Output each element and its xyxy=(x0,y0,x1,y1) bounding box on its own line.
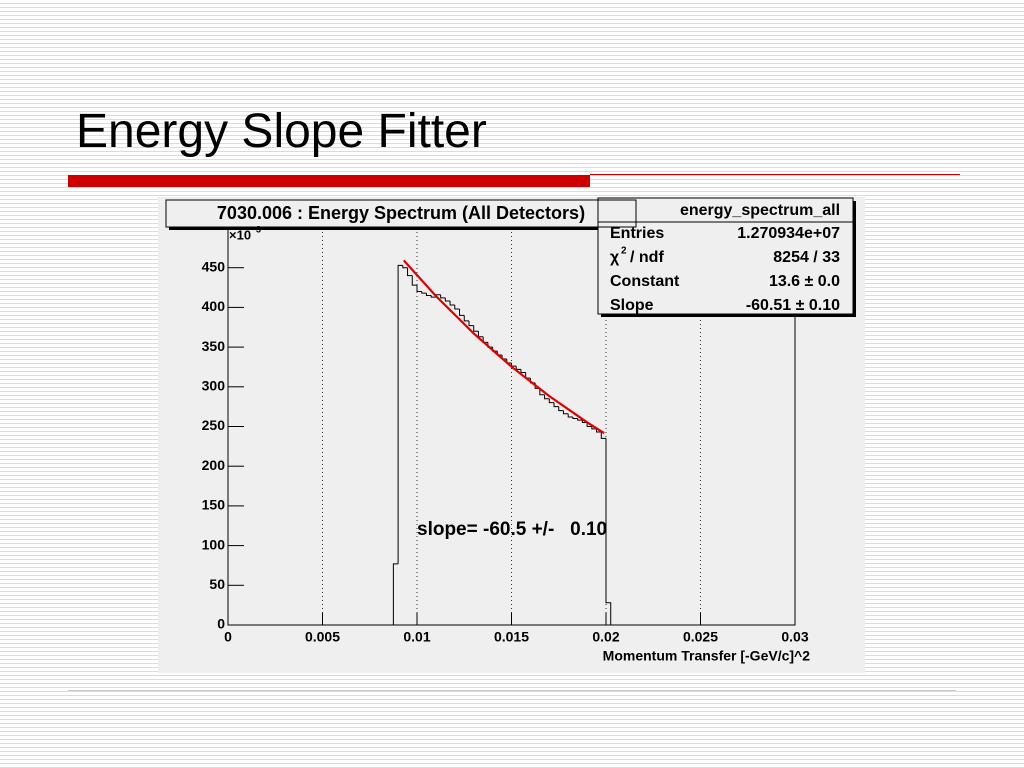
x-tick-label: 0.02 xyxy=(592,629,619,645)
plot-area: 0 0.005 0.01 0.015 0.02 0.025 0.03 0 50 100 150 200… xyxy=(202,228,809,645)
y-tick-label: 250 xyxy=(202,417,226,433)
y-tick-label: 200 xyxy=(202,457,226,473)
stats-value: 8254 / 33 xyxy=(773,249,840,266)
histogram-bin xyxy=(596,428,602,433)
annotation: slope= -60.5 +/- 0.10 xyxy=(417,519,607,540)
histogram-bin xyxy=(440,294,446,299)
y-tick-label: 400 xyxy=(202,298,226,314)
stats-label: Slope xyxy=(610,297,654,314)
y-tick-label: 300 xyxy=(202,378,226,394)
stats-name: energy_spectrum_all xyxy=(680,202,840,219)
x-tick-label: 0.025 xyxy=(683,629,718,645)
stats-value: -60.51 ± 0.10 xyxy=(746,297,840,314)
histogram-bin xyxy=(577,418,583,421)
stats-label-rest: / ndf xyxy=(630,249,664,266)
y-tick-label: 0 xyxy=(217,616,225,632)
histogram-bin xyxy=(402,265,408,269)
histogram-bin xyxy=(468,320,474,327)
stats-box xyxy=(597,197,854,315)
histogram-bin xyxy=(539,388,545,396)
fit-curve xyxy=(402,259,605,434)
stats-rows: Entries 1.270934e+07 χ 2/ ndf 8254 / 33 Const… xyxy=(610,225,840,314)
histogram-bin xyxy=(392,563,399,625)
histogram-bin xyxy=(421,291,427,294)
x-tick-label: 0.005 xyxy=(305,629,340,645)
chart-title: 7030.006 : Energy Spectrum (All Detector… xyxy=(217,203,585,223)
histogram-bin xyxy=(586,422,592,427)
x-tick-label: 0.01 xyxy=(403,629,430,645)
x-tick-label: 0 xyxy=(224,629,232,645)
histogram-bin xyxy=(591,426,597,430)
footer-line xyxy=(68,690,956,691)
stats-label: χ xyxy=(610,249,620,266)
stats-label: Entries xyxy=(610,225,664,242)
histogram-bin xyxy=(454,305,460,310)
y-tick-label: 150 xyxy=(202,497,226,513)
histogram-bin xyxy=(553,402,559,408)
histogram-bin xyxy=(416,285,422,293)
stats-value: 13.6 ± 0.0 xyxy=(769,273,840,290)
histogram-bin xyxy=(425,293,432,296)
y-tick-label: 50 xyxy=(209,576,225,592)
histogram-bin xyxy=(558,406,564,412)
y-tick-label: 350 xyxy=(202,338,226,354)
y-multiplier-exponent: 3 xyxy=(256,224,261,234)
histogram-bin xyxy=(567,413,573,418)
x-tick-label: 0.015 xyxy=(494,629,529,645)
histogram-bin xyxy=(407,267,413,277)
histogram-bin xyxy=(459,308,465,316)
histogram-bin xyxy=(520,369,526,374)
histogram-bin xyxy=(411,275,417,286)
histogram-bin xyxy=(430,295,436,298)
histogram-bin xyxy=(463,315,469,322)
y-multiplier: ×10 xyxy=(229,227,251,242)
slide-title: Energy Slope Fitter xyxy=(76,105,487,158)
stats-label: Constant xyxy=(610,273,680,290)
histogram-bin xyxy=(397,264,403,564)
histogram-bin xyxy=(562,410,569,415)
y-tick-label: 450 xyxy=(202,258,226,274)
histogram-bin xyxy=(473,325,479,332)
histogram-bin xyxy=(572,416,578,420)
stats-label-sup: 2 xyxy=(621,246,627,257)
stats-value: 1.270934e+07 xyxy=(737,225,840,242)
histogram-bin xyxy=(544,394,550,400)
x-tick-label: 0.03 xyxy=(781,629,808,645)
accent-line xyxy=(590,174,960,175)
title-box xyxy=(165,199,637,228)
y-tick-label: 100 xyxy=(202,536,226,552)
histogram-bin xyxy=(444,297,451,302)
x-axis-title: Momentum Transfer [-GeV/c]^2 xyxy=(603,648,811,664)
histogram-bin xyxy=(605,438,612,625)
title-box-border xyxy=(165,199,637,228)
histogram-bin xyxy=(600,432,606,439)
histogram-bin xyxy=(548,398,555,404)
histogram-bin xyxy=(449,301,455,306)
accent-bar xyxy=(68,175,590,187)
